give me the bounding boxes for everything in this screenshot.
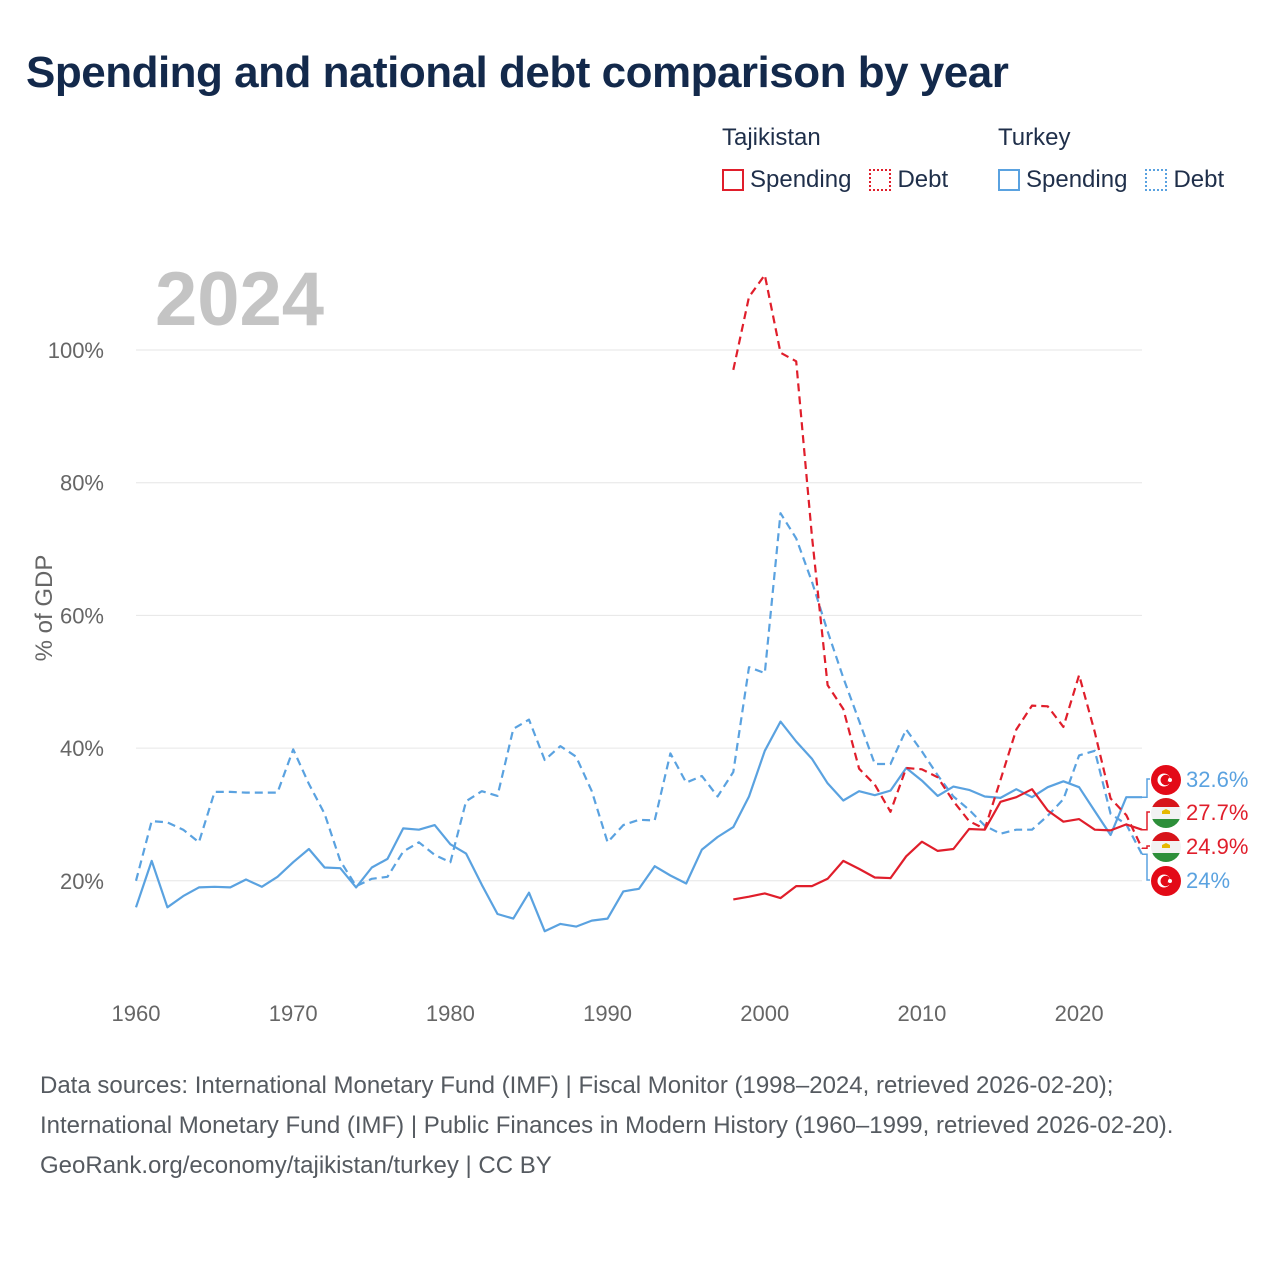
end-label-connector: [1142, 853, 1150, 881]
end-value-label: 24%: [1186, 868, 1230, 893]
legend-country-label: Tajikistan: [722, 124, 821, 151]
line-chart: 2024 % of GDP 20% 40% 60% 80% 100% 1960 1970 19…: [31, 257, 1248, 1026]
turkey-flag-icon: [1151, 866, 1181, 896]
y-axis-title: % of GDP: [31, 555, 58, 662]
x-tick-label: 1960: [112, 1001, 161, 1026]
year-watermark: 2024: [155, 257, 324, 342]
legend-tajikistan: Tajikistan Spending Debt: [722, 124, 966, 194]
end-value-label: 24.9%: [1186, 834, 1248, 859]
turkey-flag-icon: [1151, 765, 1181, 795]
footer: Data sources: International Monetary Fun…: [40, 1066, 1250, 1186]
x-tick-label: 1990: [583, 1001, 632, 1026]
credit-link[interactable]: GeoRank.org/economy/tajikistan/turkey | …: [40, 1152, 552, 1179]
legend-swatch: [1145, 169, 1168, 191]
end-label-connector: [1142, 778, 1150, 798]
x-tick-label: 1980: [426, 1001, 475, 1026]
y-tick-label: 60%: [60, 603, 104, 628]
x-tick-label: 2000: [740, 1001, 789, 1026]
end-label-connector: [1142, 811, 1150, 831]
chart-title: Spending and national debt comparison by…: [26, 48, 1009, 97]
y-tick-label: 80%: [60, 471, 104, 496]
legend-swatch: [722, 169, 744, 191]
y-tick-label: 100%: [48, 338, 104, 363]
end-value-label: 32.6%: [1186, 767, 1248, 792]
end-label-connector: [1142, 845, 1150, 850]
x-tick-label: 2020: [1055, 1001, 1104, 1026]
y-tick-label: 40%: [60, 736, 104, 761]
legend-country-label: Turkey: [998, 124, 1071, 151]
legend-swatch: [869, 169, 892, 191]
legend-item-label: Spending: [1026, 166, 1128, 193]
legend-turkey-debt[interactable]: Debt: [1145, 166, 1224, 194]
series-line-tajikistan-spending[interactable]: [733, 788, 1143, 901]
data-sources: Data sources: International Monetary Fun…: [40, 1072, 1174, 1139]
x-tick-label: 1970: [269, 1001, 318, 1026]
legend-item-label: Debt: [897, 166, 949, 193]
legend-item-label: Spending: [750, 166, 852, 193]
legend-swatch: [998, 169, 1020, 191]
tajikistan-flag-icon: [1151, 832, 1181, 862]
legend-turkey: Turkey Spending Debt: [998, 124, 1224, 194]
end-value-label: 27.7%: [1186, 800, 1248, 825]
tajikistan-flag-icon: [1151, 798, 1181, 828]
x-tick-label: 2010: [897, 1001, 946, 1026]
series-line-turkey-debt[interactable]: [134, 512, 1143, 888]
series-line-turkey-spending[interactable]: [134, 720, 1142, 933]
legend-tajikistan-spending[interactable]: Spending: [722, 166, 851, 194]
legend-item-label: Debt: [1173, 166, 1225, 193]
legend-tajikistan-debt[interactable]: Debt: [869, 166, 948, 194]
series-line-tajikistan-debt[interactable]: [732, 273, 1143, 849]
legend-turkey-spending[interactable]: Spending: [998, 166, 1127, 194]
y-tick-label: 20%: [60, 869, 104, 894]
